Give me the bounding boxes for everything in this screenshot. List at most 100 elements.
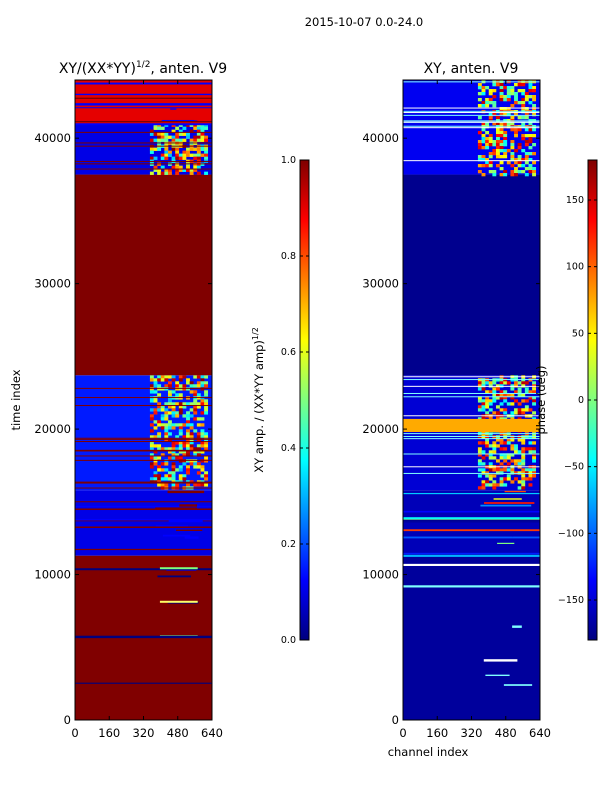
heatmap-stripe [75,123,212,126]
heatmap-cell [510,143,515,147]
heatmap-cell [186,381,190,385]
heatmap-cell [485,405,490,409]
heatmap-cell [488,89,493,93]
heatmap-cell [153,138,158,142]
heatmap-cell [200,459,205,463]
heatmap-cell [503,107,508,111]
heatmap-cell [506,474,511,478]
heatmap-cell [481,158,486,162]
heatmap-cell [167,450,172,454]
heatmap-cell [196,147,201,151]
heatmap-cell [160,387,165,391]
heatmap-cell [171,468,176,472]
heatmap-cell [488,474,493,478]
heatmap-cell [514,92,518,96]
heatmap-cell [514,170,518,174]
heatmap-cell [204,447,209,451]
heatmap-cell [186,402,190,406]
heatmap-cell [178,426,183,430]
heatmap-cell [506,393,511,397]
heatmap-cell [499,95,504,99]
heatmap-cell [499,402,504,406]
heatmap-cell [521,399,526,403]
colorbar-tick-label: −100 [558,528,584,539]
heatmap-cell [182,477,187,481]
heatmap-cell [171,462,176,466]
heatmap-cell [517,393,522,397]
heatmap-cell [517,161,522,165]
heatmap-cell [514,149,518,153]
heatmap-cell [157,408,162,412]
heatmap-cell [167,375,172,379]
heatmap-cell [149,447,154,451]
heatmap-cell [532,474,537,478]
heatmap-cell [175,456,180,460]
heatmap-cell [524,471,529,475]
heatmap-cell [175,387,180,391]
heatmap-cell [157,384,162,388]
heatmap-cell [499,173,504,177]
heatmap-cell [189,168,194,172]
heatmap-cell [196,150,201,154]
heatmap-cell [204,471,209,475]
y-tick-label: 20000 [34,422,71,436]
heatmap-cell [514,173,518,177]
heatmap-cell [164,135,169,139]
heatmap-cell [193,450,198,454]
heatmap-cell [189,426,194,430]
heatmap-cell [485,483,490,487]
heatmap-cell [160,477,165,481]
heatmap-cell [485,164,490,168]
heatmap-cell [532,113,537,117]
heatmap-cell [492,149,497,153]
heatmap-cell [178,423,183,427]
heatmap-cell [514,408,518,412]
heatmap-cell [503,131,508,135]
heatmap-cell [499,453,504,457]
heatmap-cell [521,453,526,457]
heatmap-cell [524,173,529,177]
heatmap-stripe [403,385,540,387]
heatmap-cell [488,390,493,394]
heatmap-cell [149,465,154,469]
heatmap-stripe [403,127,540,129]
heatmap-cell [196,432,201,436]
heatmap-cell [186,435,190,439]
heatmap-cell [171,165,176,169]
heatmap-cell [488,152,493,156]
heatmap-cell [167,390,172,394]
heatmap-cell [488,468,493,472]
heatmap-cell [149,387,154,391]
heatmap-cell [514,462,518,466]
heatmap-cell [514,83,518,87]
heatmap-cell [532,441,537,445]
heatmap-cell [157,447,162,451]
heatmap-cell [485,402,490,406]
heatmap-cell [517,101,522,105]
heatmap-cell [153,456,158,460]
heatmap-cell [481,86,486,90]
heatmap-stripe [75,168,212,170]
heatmap-cell [164,447,169,451]
heatmap-cell [186,465,190,469]
heatmap-cell [488,98,493,102]
heatmap-cell [160,483,165,487]
heatmap-cell [189,390,194,394]
heatmap-cell [481,92,486,96]
heatmap-cell [196,381,201,385]
heatmap-cell [182,435,187,439]
heatmap-cell [204,147,209,151]
heatmap-cell [189,462,194,466]
heatmap-block [403,375,540,491]
heatmap-cell [200,129,205,133]
heatmap-cell [524,95,529,99]
heatmap-cell [204,381,209,385]
heatmap-cell [481,480,486,484]
heatmap-cell [175,411,180,415]
amplitude-colorbar-gradient [299,159,310,641]
heatmap-cell [153,444,158,448]
heatmap-cell [524,98,529,102]
heatmap-cell [157,387,162,391]
heatmap-cell [495,83,500,87]
heatmap-cell [178,378,183,382]
